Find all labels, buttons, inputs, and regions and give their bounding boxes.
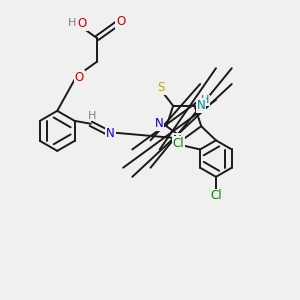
- Text: N: N: [155, 117, 164, 130]
- Text: S: S: [158, 81, 165, 94]
- Text: N: N: [173, 134, 182, 147]
- Text: O: O: [75, 71, 84, 84]
- Text: H: H: [201, 95, 209, 106]
- Text: Cl: Cl: [172, 137, 184, 150]
- Text: O: O: [78, 17, 87, 30]
- Text: O: O: [116, 15, 125, 28]
- Text: H: H: [68, 18, 76, 28]
- Text: N: N: [106, 127, 115, 140]
- Text: N: N: [197, 99, 206, 112]
- Text: H: H: [88, 110, 96, 121]
- Text: Cl: Cl: [210, 190, 222, 202]
